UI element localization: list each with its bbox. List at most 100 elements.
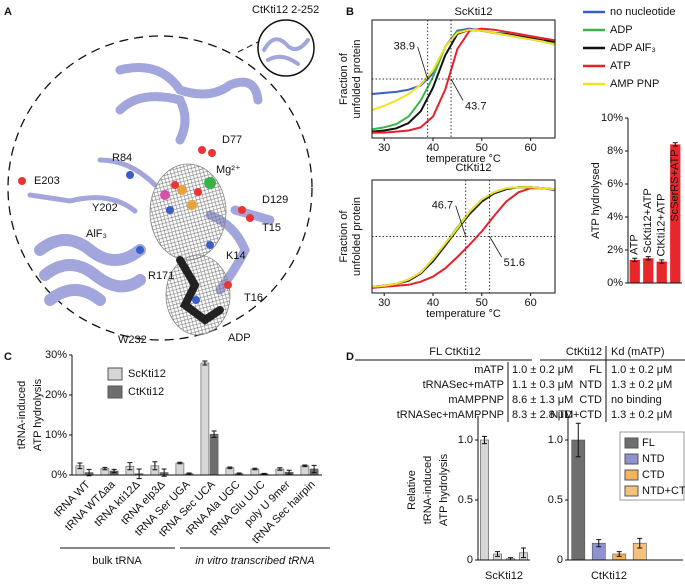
y-tick-label: 20% — [45, 389, 67, 401]
x-tick-label: 30 — [378, 297, 390, 309]
residue-label: AlF₃ — [86, 228, 107, 240]
zoom-circle — [7, 35, 313, 341]
x-tick-label: 40 — [427, 297, 439, 309]
x-tick-label: 60 — [524, 297, 536, 309]
table-header: CtKti12 — [566, 346, 602, 358]
melting-curve — [371, 28, 556, 112]
y-axis-label: Fraction of — [338, 52, 350, 105]
error-bar — [252, 467, 258, 471]
bar-label: CtKti12+ATP — [656, 193, 668, 256]
error-bar — [202, 360, 208, 366]
error-bar — [672, 142, 678, 147]
annotation-pointer — [450, 78, 464, 101]
y-tick-label: 0.5 — [458, 494, 473, 506]
table-header: FL CtKti12 — [429, 346, 481, 358]
y-tick-label: 1.0 — [548, 434, 563, 446]
melting-curve — [371, 186, 556, 288]
panel-label: A — [4, 6, 12, 18]
inset-circle — [257, 19, 315, 77]
legend-label: NTD+CTD — [642, 485, 685, 497]
residue-label: T16 — [244, 292, 263, 304]
bar — [300, 465, 310, 476]
annotation-pointer — [417, 46, 429, 80]
annotation: 46.7 — [432, 200, 453, 212]
error-bar — [277, 467, 283, 471]
legend-label: FL — [642, 437, 655, 449]
table-cell: 1.1 ± 0.3 μM — [512, 379, 573, 391]
error-bar — [102, 466, 108, 471]
ribbon-top — [115, 63, 263, 145]
group-label: in vitro transcribed tRNA — [195, 555, 314, 567]
bar-label: ScSerRS+ATP — [669, 149, 681, 221]
x-axis-label: temperature °C — [426, 153, 501, 165]
y-tick-label: 0 — [557, 554, 563, 566]
y-axis-label: unfolded protein — [351, 197, 363, 276]
y-axis-label: tRNA-induced — [422, 456, 434, 524]
chart-title: ScKti12 — [455, 6, 493, 18]
x-tick-label: 40 — [427, 142, 439, 154]
annotation-pointer — [489, 236, 502, 258]
table-cell: no binding — [611, 394, 662, 406]
error-bar — [111, 468, 117, 474]
y-tick-label: 0 — [467, 554, 473, 566]
table-cell: tRNASec+mATP — [423, 379, 504, 391]
residue-label: W232 — [118, 334, 147, 346]
table-cell: 8.3 ± 2.8 μM — [512, 409, 573, 421]
table-cell: 1.3 ± 0.2 μM — [611, 409, 672, 421]
y-tick-label: 0% — [607, 277, 623, 289]
y-tick-label: 8% — [607, 145, 623, 157]
legend-label: ScKti12 — [128, 368, 166, 380]
y-axis-label: tRNA-induced — [16, 381, 28, 449]
table-cell: tRNASec+mAMPPNP — [397, 409, 504, 421]
table-cell: CTD — [579, 394, 602, 406]
annotation: 38.9 — [394, 41, 415, 53]
group-label: bulk tRNA — [92, 555, 142, 567]
y-axis-label: ATP hydrolysed — [590, 162, 602, 239]
residue-label: D77 — [222, 134, 242, 146]
table-cell: NTD — [579, 379, 602, 391]
y-tick-label: 6% — [607, 178, 623, 190]
y-tick-label: 0% — [51, 469, 67, 481]
legend-label: ADP AlF₃ — [610, 42, 656, 54]
y-tick-label: 10% — [601, 112, 623, 124]
residue-label: K14 — [226, 250, 246, 262]
x-tick-label: 50 — [476, 142, 488, 154]
table-cell: 1.3 ± 0.2 μM — [611, 379, 672, 391]
inset-label: CtKti12 2-252 — [252, 4, 319, 16]
x-axis-label: CtKti12 — [591, 570, 627, 582]
y-axis-label: Fraction of — [338, 210, 350, 263]
error-bar — [286, 469, 292, 475]
error-bar — [596, 539, 602, 548]
bar — [480, 439, 489, 561]
panel-label: C — [4, 351, 12, 363]
residue-label: E203 — [34, 175, 60, 187]
legend-label: ADP — [610, 24, 633, 36]
y-axis-label: unfolded protein — [351, 40, 363, 119]
x-axis-label: ScKti12 — [485, 570, 523, 582]
error-bar — [136, 468, 142, 480]
annotation-pointer — [455, 205, 467, 237]
error-bar — [127, 462, 133, 471]
legend-swatch — [107, 367, 123, 381]
error-bar — [645, 256, 651, 261]
bar — [629, 259, 640, 283]
table-cell: mATP — [474, 364, 504, 376]
bar — [656, 261, 667, 283]
panel-label: B — [346, 6, 354, 18]
legend-label: CTD — [642, 469, 665, 481]
inset-ribbon — [262, 37, 310, 66]
plot-frame — [371, 179, 556, 294]
ribbon-left — [27, 157, 158, 214]
residue-label: T15 — [262, 222, 281, 234]
y-tick-label: 1.0 — [458, 434, 473, 446]
table-cell: NTD+CTD — [550, 409, 602, 421]
x-tick-label: 30 — [378, 142, 390, 154]
y-tick-label: 2% — [607, 244, 623, 256]
error-bar — [482, 435, 487, 445]
legend-label: no nucleotide — [610, 6, 675, 18]
adp-molecule — [176, 256, 224, 325]
x-axis-label: temperature °C — [426, 308, 501, 320]
density-mesh — [165, 254, 231, 336]
atoms — [18, 146, 254, 304]
error-bar — [575, 422, 581, 458]
